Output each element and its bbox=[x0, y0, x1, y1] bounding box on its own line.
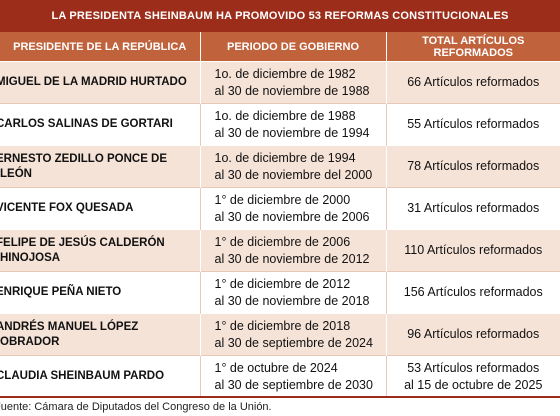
source-footer: Fuente: Cámara de Diputados del Congreso… bbox=[0, 398, 560, 416]
table-row: ERNESTO ZEDILLO PONCE DE LEÓN 1o. de dic… bbox=[0, 145, 560, 188]
period-cell: 1° de diciembre de 2006 al 30 de noviembr… bbox=[199, 229, 386, 272]
total-note: al 15 de octubre de 2025 bbox=[404, 377, 543, 392]
total-cell: 156 Artículos reformados bbox=[385, 271, 560, 314]
period-end: al 30 de noviembre de 2006 bbox=[214, 209, 370, 224]
period-end: al 30 de noviembre de 1994 bbox=[214, 125, 370, 140]
period-start: 1° de octubre de 2024 bbox=[214, 361, 338, 376]
president-name: ANDRÉS MANUEL LÓPEZ OBRADOR bbox=[0, 313, 200, 356]
header-total: TOTAL ARTÍCULOS REFORMADOS bbox=[385, 32, 560, 62]
reforms-table: PRESIDENTE DE LA REPÚBLICA PERIODO DE GO… bbox=[0, 32, 560, 397]
table-row: FELIPE DE JESÚS CALDERÓN HINOJOSA 1° de … bbox=[0, 229, 560, 272]
header-period: PERIODO DE GOBIERNO bbox=[199, 32, 386, 62]
table-row: ENRIQUE PEÑA NIETO 1° de diciembre de 20… bbox=[0, 271, 560, 314]
period-start: 1o. de diciembre de 1994 bbox=[214, 151, 356, 166]
period-end: al 30 de septiembre de 2024 bbox=[214, 335, 373, 350]
table-row: CARLOS SALINAS DE GORTARI 1o. de diciemb… bbox=[0, 103, 560, 146]
period-start: 1° de diciembre de 2006 bbox=[214, 235, 351, 250]
period-cell: 1° de diciembre de 2018 al 30 de septiemb… bbox=[199, 313, 386, 356]
period-end: al 30 de noviembre de 2018 bbox=[214, 293, 370, 308]
president-name: FELIPE DE JESÚS CALDERÓN HINOJOSA bbox=[0, 229, 200, 272]
table-title: LA PRESIDENTA SHEINBAUM HA PROMOVIDO 53 … bbox=[0, 0, 560, 32]
period-end: al 30 de noviembre de 2012 bbox=[214, 251, 370, 266]
total-value: 66 Artículos reformados bbox=[407, 75, 540, 90]
period-cell: 1o. de diciembre de 1982 al 30 de noviemb… bbox=[199, 61, 386, 104]
total-cell: 53 Artículos reformados al 15 de octubre … bbox=[385, 355, 560, 397]
period-start: 1° de diciembre de 2000 bbox=[214, 193, 351, 208]
period-cell: 1° de diciembre de 2012 al 30 de noviembr… bbox=[199, 271, 386, 314]
table-row: CLAUDIA SHEINBAUM PARDO 1° de octubre de… bbox=[0, 355, 560, 397]
total-cell: 66 Artículos reformados bbox=[385, 61, 560, 104]
period-start: 1o. de diciembre de 1982 bbox=[214, 67, 356, 82]
total-value: 156 Artículos reformados bbox=[403, 285, 543, 300]
total-cell: 78 Artículos reformados bbox=[385, 145, 560, 188]
total-value: 53 Artículos reformados bbox=[407, 361, 540, 376]
period-start: 1° de diciembre de 2018 bbox=[214, 319, 351, 334]
period-cell: 1o. de diciembre de 1988 al 30 de noviemb… bbox=[199, 103, 386, 146]
total-cell: 31 Artículos reformados bbox=[385, 187, 560, 230]
president-name: CARLOS SALINAS DE GORTARI bbox=[0, 103, 200, 146]
president-name: ERNESTO ZEDILLO PONCE DE LEÓN bbox=[0, 145, 200, 188]
president-name: MIGUEL DE LA MADRID HURTADO bbox=[0, 61, 200, 104]
period-cell: 1° de diciembre de 2000 al 30 de noviembr… bbox=[199, 187, 386, 230]
president-name: VICENTE FOX QUESADA bbox=[0, 187, 200, 230]
period-cell: 1o. de diciembre de 1994 al 30 de noviemb… bbox=[199, 145, 386, 188]
total-value: 55 Artículos reformados bbox=[407, 117, 540, 132]
period-end: al 30 de noviembre de 1988 bbox=[214, 83, 370, 98]
total-value: 78 Artículos reformados bbox=[407, 159, 540, 174]
president-name: ENRIQUE PEÑA NIETO bbox=[0, 271, 200, 314]
period-start: 1° de diciembre de 2012 bbox=[214, 277, 351, 292]
table-header-row: PRESIDENTE DE LA REPÚBLICA PERIODO DE GO… bbox=[0, 32, 560, 62]
table-row: MIGUEL DE LA MADRID HURTADO 1o. de dicie… bbox=[0, 61, 560, 104]
total-cell: 96 Artículos reformados bbox=[385, 313, 560, 356]
total-value: 96 Artículos reformados bbox=[407, 327, 540, 342]
table-row: ANDRÉS MANUEL LÓPEZ OBRADOR 1° de diciem… bbox=[0, 313, 560, 356]
period-start: 1o. de diciembre de 1988 bbox=[214, 109, 356, 124]
period-cell: 1° de octubre de 2024 al 30 de septiembre… bbox=[199, 355, 386, 397]
total-cell: 110 Artículos reformados bbox=[385, 229, 560, 272]
table-row: VICENTE FOX QUESADA 1° de diciembre de 2… bbox=[0, 187, 560, 230]
total-cell: 55 Artículos reformados bbox=[385, 103, 560, 146]
period-end: al 30 de septiembre de 2030 bbox=[214, 377, 373, 392]
president-name: CLAUDIA SHEINBAUM PARDO bbox=[0, 355, 200, 397]
period-end: al 30 de noviembre del 2000 bbox=[214, 167, 373, 182]
total-value: 110 Artículos reformados bbox=[404, 243, 543, 258]
bottom-rule bbox=[0, 396, 560, 398]
header-president: PRESIDENTE DE LA REPÚBLICA bbox=[0, 32, 200, 62]
total-value: 31 Artículos reformados bbox=[407, 201, 540, 216]
